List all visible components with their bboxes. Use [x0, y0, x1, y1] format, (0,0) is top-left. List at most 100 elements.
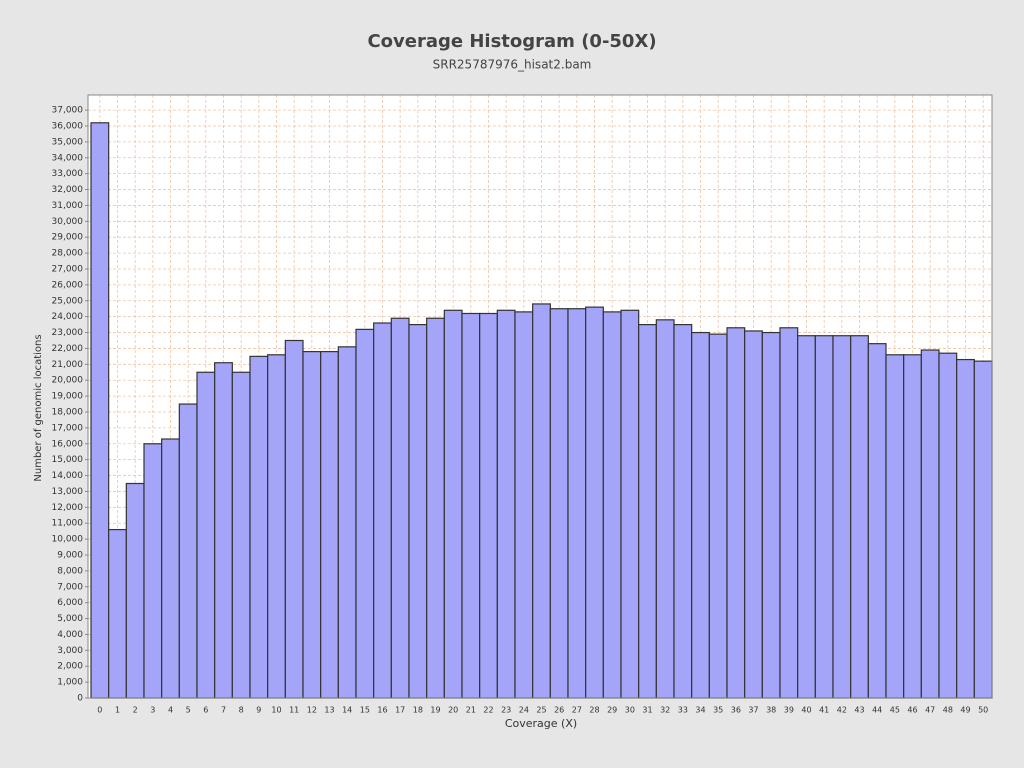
- bar: [549, 308, 569, 699]
- plot-border: [87, 94, 993, 699]
- y-tick-label: 31,000: [52, 201, 84, 211]
- bar: [532, 303, 551, 699]
- bar: [479, 312, 498, 699]
- bar: [691, 331, 710, 699]
- bar: [761, 331, 781, 699]
- y-tick-label: 15,000: [52, 455, 84, 465]
- x-tick-label: 20: [448, 706, 458, 715]
- x-tick-label: 1: [115, 706, 120, 715]
- y-tick-label: 34,000: [52, 153, 84, 163]
- x-tick-label: 9: [256, 706, 261, 715]
- bar: [814, 335, 834, 699]
- y-tick-label: 9,000: [57, 550, 83, 560]
- y-tick-label: 28,000: [52, 249, 84, 259]
- bar: [196, 371, 216, 699]
- bar: [514, 311, 534, 699]
- bar: [903, 354, 922, 699]
- bar: [302, 351, 322, 699]
- x-tick-label: 6: [203, 706, 208, 715]
- x-tick-label: 32: [660, 706, 670, 715]
- bar: [461, 312, 481, 699]
- y-tick-label: 11,000: [52, 519, 84, 529]
- y-tick-label: 17,000: [52, 423, 84, 433]
- bar: [867, 343, 887, 699]
- bar: [108, 528, 127, 699]
- x-tick-label: 0: [97, 706, 102, 715]
- bar: [726, 327, 746, 699]
- y-tick-label: 35,000: [52, 137, 84, 147]
- bar: [620, 309, 640, 699]
- x-tick-label: 46: [907, 706, 917, 715]
- bar: [673, 324, 693, 699]
- x-tick-label: 34: [695, 706, 705, 715]
- bar: [90, 122, 110, 699]
- y-tick-label: 12,000: [52, 503, 84, 513]
- y-tick-label: 26,000: [52, 280, 84, 290]
- bar: [832, 335, 852, 699]
- x-tick-label: 30: [625, 706, 635, 715]
- bar: [779, 327, 799, 699]
- x-tick-label: 42: [837, 706, 847, 715]
- y-tick-label: 0: [77, 694, 83, 704]
- x-tick-label: 23: [501, 706, 511, 715]
- bar: [496, 309, 516, 699]
- x-tick-label: 29: [607, 706, 617, 715]
- bar: [443, 309, 463, 699]
- x-tick-label: 26: [554, 706, 564, 715]
- x-tick-label: 49: [960, 706, 970, 715]
- bar: [585, 306, 604, 699]
- x-tick-label: 45: [890, 706, 900, 715]
- x-tick-label: 13: [324, 706, 334, 715]
- x-tick-label: 44: [872, 706, 882, 715]
- x-tick-label: 41: [819, 706, 829, 715]
- y-tick-label: 24,000: [52, 312, 84, 322]
- y-tick-label: 3,000: [57, 646, 83, 656]
- bar: [602, 311, 622, 699]
- bar: [125, 482, 145, 699]
- x-tick-label: 33: [678, 706, 688, 715]
- x-tick-label: 21: [466, 706, 476, 715]
- y-tick-label: 20,000: [52, 376, 84, 386]
- y-tick-label: 13,000: [52, 487, 84, 497]
- y-tick-label: 19,000: [52, 392, 84, 402]
- x-tick-label: 16: [377, 706, 387, 715]
- x-tick-label: 38: [766, 706, 776, 715]
- x-axis-label: Coverage (X): [505, 717, 577, 730]
- bar: [143, 443, 163, 699]
- x-tick-label: 43: [854, 706, 864, 715]
- x-tick-label: 50: [978, 706, 988, 715]
- x-tick-label: 22: [483, 706, 493, 715]
- x-tick-label: 7: [221, 706, 226, 715]
- y-tick-label: 16,000: [52, 439, 84, 449]
- x-tick-label: 17: [395, 706, 405, 715]
- bar: [161, 438, 180, 699]
- y-tick-label: 14,000: [52, 471, 84, 481]
- y-tick-label: 2,000: [57, 662, 83, 672]
- bar: [267, 354, 286, 699]
- x-tick-label: 31: [642, 706, 652, 715]
- y-tick-label: 22,000: [52, 344, 84, 354]
- chart-subtitle: SRR25787976_hisat2.bam: [433, 58, 592, 72]
- y-tick-label: 32,000: [52, 185, 84, 195]
- y-tick-label: 7,000: [57, 582, 83, 592]
- x-tick-label: 18: [413, 706, 423, 715]
- y-tick-label: 10,000: [52, 535, 84, 545]
- bar: [638, 324, 657, 699]
- bar: [797, 335, 816, 699]
- bar: [938, 352, 958, 699]
- x-tick-label: 36: [731, 706, 741, 715]
- bar: [744, 330, 763, 699]
- y-tick-label: 36,000: [52, 121, 84, 131]
- y-tick-label: 29,000: [52, 233, 84, 243]
- y-tick-label: 1,000: [57, 678, 83, 688]
- y-tick-label: 6,000: [57, 598, 83, 608]
- y-tick-label: 5,000: [57, 614, 83, 624]
- bar: [214, 362, 233, 699]
- bar: [337, 346, 357, 699]
- x-tick-label: 4: [168, 706, 173, 715]
- y-tick-label: 21,000: [52, 360, 84, 370]
- y-tick-label: 18,000: [52, 407, 84, 417]
- y-tick-label: 4,000: [57, 630, 83, 640]
- x-tick-label: 8: [239, 706, 244, 715]
